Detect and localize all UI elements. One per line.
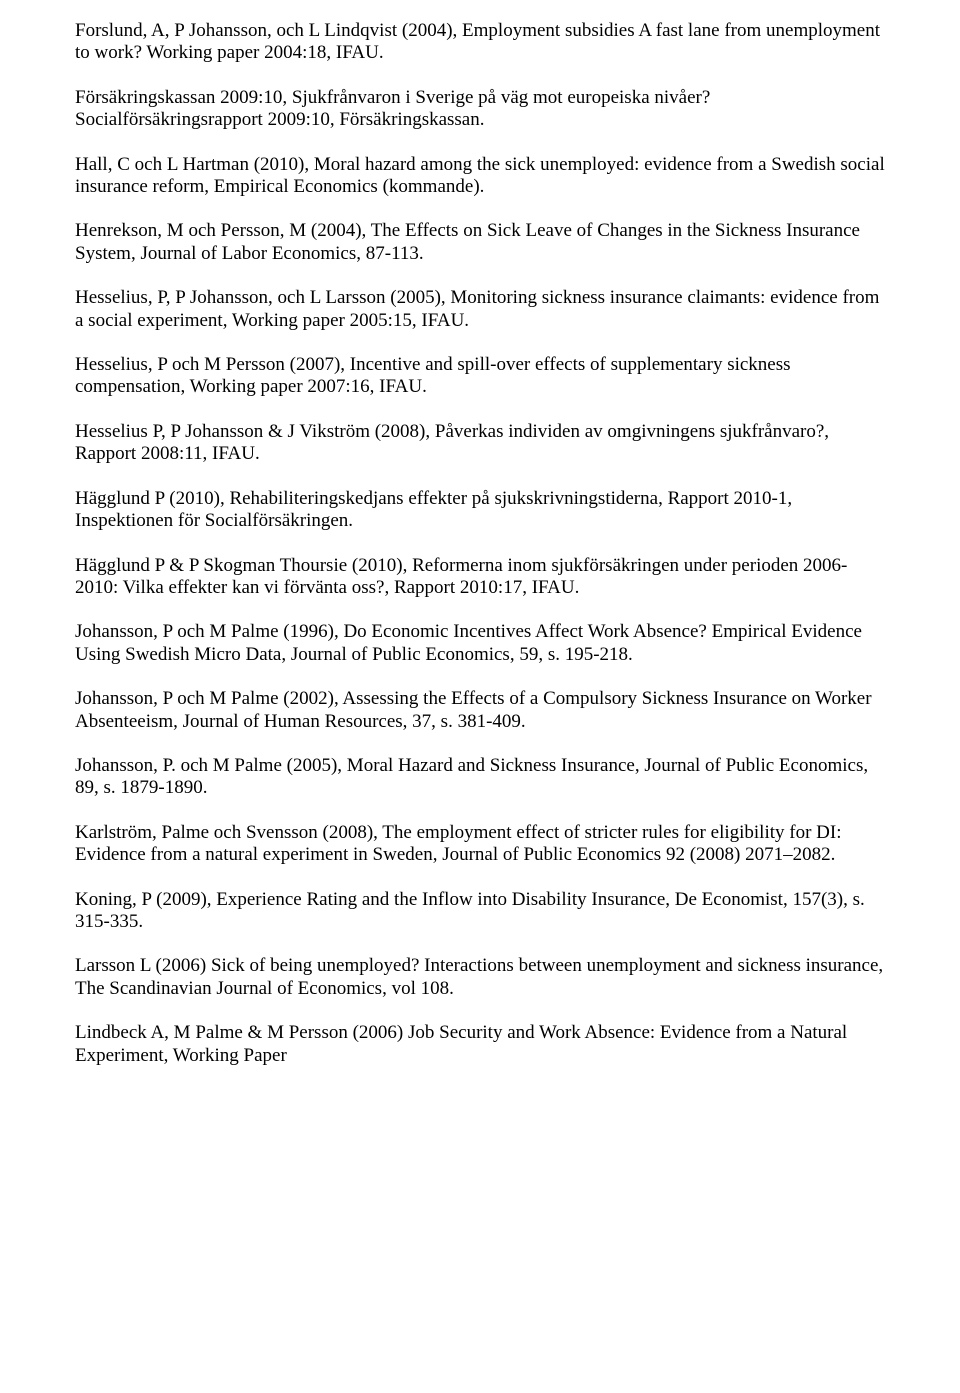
reference-entry: Johansson, P och M Palme (2002), Assessi… <box>75 688 885 733</box>
document-page: Forslund, A, P Johansson, och L Lindqvis… <box>0 0 960 1393</box>
reference-entry: Hall, C och L Hartman (2010), Moral haza… <box>75 154 885 199</box>
reference-entry: Hesselius, P och M Persson (2007), Incen… <box>75 354 885 399</box>
reference-entry: Henrekson, M och Persson, M (2004), The … <box>75 220 885 265</box>
reference-entry: Karlström, Palme och Svensson (2008), Th… <box>75 822 885 867</box>
reference-entry: Larsson L (2006) Sick of being unemploye… <box>75 955 885 1000</box>
reference-entry: Johansson, P. och M Palme (2005), Moral … <box>75 755 885 800</box>
reference-entry: Hesselius P, P Johansson & J Vikström (2… <box>75 421 885 466</box>
reference-entry: Lindbeck A, M Palme & M Persson (2006) J… <box>75 1022 885 1067</box>
reference-entry: Hägglund P & P Skogman Thoursie (2010), … <box>75 555 885 600</box>
reference-entry: Hägglund P (2010), Rehabiliteringskedjan… <box>75 488 885 533</box>
reference-entry: Johansson, P och M Palme (1996), Do Econ… <box>75 621 885 666</box>
reference-entry: Försäkringskassan 2009:10, Sjukfrånvaron… <box>75 87 885 132</box>
reference-entry: Koning, P (2009), Experience Rating and … <box>75 889 885 934</box>
reference-entry: Forslund, A, P Johansson, och L Lindqvis… <box>75 20 885 65</box>
reference-entry: Hesselius, P, P Johansson, och L Larsson… <box>75 287 885 332</box>
